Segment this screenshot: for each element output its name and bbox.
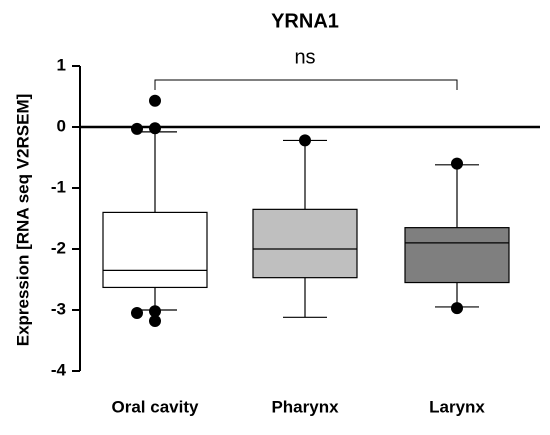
outlier bbox=[149, 314, 161, 327]
outlier bbox=[131, 307, 143, 320]
box bbox=[404, 227, 510, 284]
outlier bbox=[131, 122, 143, 135]
y-tick-label: -2 bbox=[51, 238, 66, 257]
x-tick-label: Oral cavity bbox=[112, 397, 199, 416]
y-axis-label: Expression [RNA seq V2RSEM] bbox=[13, 94, 32, 347]
outlier bbox=[149, 94, 161, 107]
outlier bbox=[149, 122, 161, 135]
outlier bbox=[149, 305, 161, 318]
outlier bbox=[299, 134, 311, 147]
y-tick-label: -1 bbox=[51, 177, 66, 196]
y-tick-label: 1 bbox=[57, 55, 66, 74]
x-tick-label: Larynx bbox=[429, 397, 485, 416]
chart-title: YRNA1 bbox=[271, 10, 339, 32]
y-tick-label: -4 bbox=[51, 360, 67, 379]
y-tick-label: -3 bbox=[51, 299, 66, 318]
annotation: ns bbox=[294, 46, 315, 68]
significance-bracket bbox=[154, 79, 458, 90]
box bbox=[252, 208, 358, 279]
outlier bbox=[451, 302, 463, 315]
y-tick-label: 0 bbox=[57, 116, 66, 135]
outlier bbox=[451, 157, 463, 170]
box bbox=[102, 211, 208, 289]
x-tick-label: Pharynx bbox=[271, 397, 339, 416]
